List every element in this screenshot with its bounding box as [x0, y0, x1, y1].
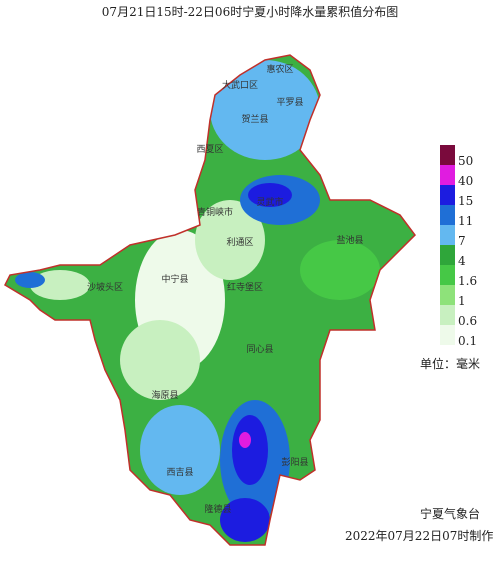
- legend-swatch: [440, 165, 455, 185]
- legend-label: 40: [458, 174, 473, 188]
- county-label: 彭阳县: [281, 456, 308, 468]
- legend-swatch: [440, 265, 455, 285]
- legend-label: 15: [458, 194, 473, 208]
- county-label: 大武口区: [222, 79, 258, 91]
- legend-swatch: [440, 325, 455, 345]
- legend-label: 0.1: [458, 334, 477, 348]
- county-label: 西吉县: [166, 467, 193, 478]
- county-label: 沙坡头区: [87, 281, 123, 293]
- county-label: 西夏区: [196, 144, 223, 155]
- legend-label: 50: [458, 154, 473, 168]
- unit: 单位：毫米: [420, 356, 480, 371]
- county-label: 利通区: [226, 236, 253, 248]
- legend-label: 1: [458, 294, 466, 308]
- county-label: 灵武市: [256, 196, 283, 208]
- legend: 50 40 15 11 7 4 1.6 1 0.6 0.1: [440, 145, 477, 348]
- county-label: 海原县: [151, 389, 178, 401]
- issuer: 宁夏气象台: [420, 506, 480, 521]
- legend-swatch: [440, 245, 455, 265]
- legend-swatch: [440, 285, 455, 305]
- county-label: 红寺堡区: [227, 281, 263, 293]
- county-label: 同心县: [246, 344, 273, 355]
- county-label: 中宁县: [161, 273, 188, 285]
- legend-label: 11: [458, 214, 473, 228]
- county-label: 贺兰县: [241, 113, 268, 125]
- legend-swatch: [440, 225, 455, 245]
- county-label: 盐池县: [336, 234, 363, 246]
- county-label: 隆德县: [204, 503, 231, 515]
- county-label: 青铜峡市: [197, 206, 233, 218]
- legend-label: 4: [458, 254, 466, 268]
- county-label: 平罗县: [276, 97, 303, 108]
- date: 2022年07月22日07时制作: [345, 529, 493, 543]
- title: 07月21日15时-22日06时宁夏小时降水量累积值分布图: [102, 4, 398, 19]
- legend-swatch: [440, 205, 455, 225]
- legend-label: 1.6: [458, 274, 477, 288]
- legend-swatch: [440, 185, 455, 205]
- legend-label: 7: [458, 234, 466, 248]
- legend-swatch: [440, 145, 455, 165]
- legend-swatch: [440, 305, 455, 325]
- legend-label: 0.6: [458, 314, 477, 328]
- county-label: 惠农区: [266, 63, 293, 75]
